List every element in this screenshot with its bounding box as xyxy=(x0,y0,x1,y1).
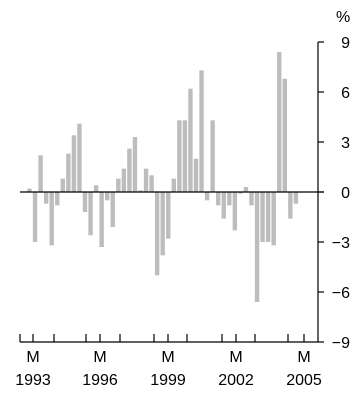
x-axis: M 1993 M 1996 M 1999 M 2002 M 2005 xyxy=(15,334,322,389)
bar xyxy=(49,192,54,246)
bar xyxy=(238,192,243,194)
bar xyxy=(227,192,232,206)
bar xyxy=(127,148,132,192)
x-tick-label-year: 1993 xyxy=(15,372,51,389)
bar xyxy=(277,52,282,192)
bar xyxy=(105,192,110,201)
y-tick-label: 3 xyxy=(341,135,350,152)
bar xyxy=(138,190,143,192)
bar xyxy=(232,192,238,231)
bar xyxy=(199,70,204,192)
bar xyxy=(216,192,221,206)
bar xyxy=(188,88,193,192)
bar xyxy=(254,192,260,302)
bar xyxy=(60,178,65,192)
bar xyxy=(260,192,265,242)
bar xyxy=(243,187,249,192)
y-tick-label: 0 xyxy=(341,185,350,202)
bar xyxy=(132,137,138,192)
bar xyxy=(288,192,293,219)
bar xyxy=(193,158,199,192)
y-tick-label: −9 xyxy=(332,335,350,352)
bar xyxy=(32,192,38,242)
bar xyxy=(82,192,88,212)
bar xyxy=(171,178,176,192)
bar xyxy=(177,120,182,192)
bar xyxy=(210,120,215,192)
bar xyxy=(149,175,154,192)
x-tick-label-month: M xyxy=(161,349,174,366)
y-tick-label: 9 xyxy=(341,35,350,52)
bar xyxy=(204,192,210,201)
bar xyxy=(249,192,254,206)
x-tick-label-month: M xyxy=(229,349,242,366)
bar xyxy=(265,192,271,242)
bar xyxy=(166,192,171,239)
bar xyxy=(121,168,127,192)
bar xyxy=(143,168,149,192)
bar xyxy=(55,192,60,206)
x-tick-label-year: 1996 xyxy=(82,372,118,389)
bar xyxy=(293,192,299,204)
bar xyxy=(282,78,287,192)
x-tick-label-month: M xyxy=(93,349,106,366)
bars-group xyxy=(27,52,299,302)
bar xyxy=(182,120,188,192)
bar xyxy=(66,153,71,192)
y-tick-label: 6 xyxy=(341,85,350,102)
x-tick-label-month: M xyxy=(26,349,39,366)
y-axis-unit-label: % xyxy=(336,9,350,26)
bar xyxy=(71,135,77,192)
bar xyxy=(160,192,165,256)
x-tick-label-year: 2002 xyxy=(218,372,254,389)
bar xyxy=(271,192,276,246)
x-tick-label-month: M xyxy=(297,349,310,366)
y-axis: 9 6 3 0 −3 −6 −9 xyxy=(317,35,350,352)
bar xyxy=(116,178,121,192)
bar xyxy=(77,123,82,192)
bar xyxy=(154,192,160,276)
y-tick-label: −3 xyxy=(332,235,350,252)
bar xyxy=(110,192,115,227)
bar xyxy=(38,155,43,192)
bar xyxy=(27,188,32,192)
bar xyxy=(221,192,226,219)
y-tick-label: −6 xyxy=(332,285,350,302)
x-tick-label-year: 2005 xyxy=(286,372,322,389)
bar xyxy=(43,192,49,204)
bar xyxy=(93,185,99,192)
bar xyxy=(88,192,93,236)
bar xyxy=(99,192,104,247)
x-tick-label-year: 1999 xyxy=(150,372,186,389)
